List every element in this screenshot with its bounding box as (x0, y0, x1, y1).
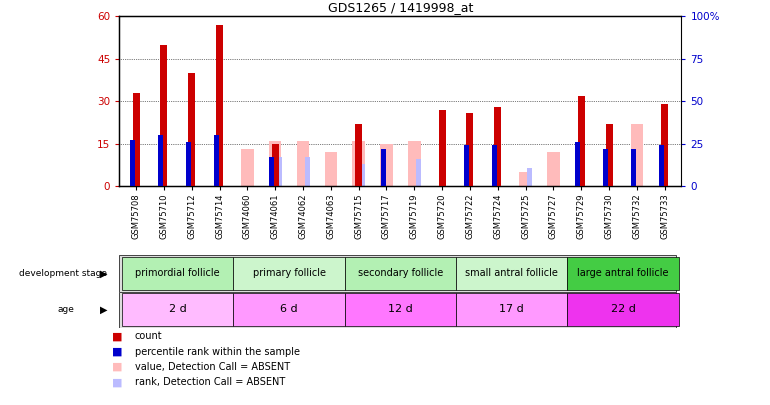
Text: value, Detection Call = ABSENT: value, Detection Call = ABSENT (135, 362, 290, 372)
Bar (355, 124, 362, 186)
Bar (408, 141, 420, 186)
Text: 6 d: 6 d (280, 304, 298, 314)
Text: ■: ■ (112, 377, 122, 387)
Bar (188, 73, 195, 186)
Title: GDS1265 / 1419998_at: GDS1265 / 1419998_at (328, 1, 473, 14)
Text: ▶: ▶ (100, 305, 108, 315)
Bar (130, 141, 136, 186)
Bar (547, 152, 560, 186)
Bar (353, 141, 365, 186)
Bar (305, 158, 310, 186)
Bar (325, 152, 337, 186)
Text: 22 d: 22 d (611, 304, 635, 314)
Bar (631, 124, 643, 186)
Bar (464, 145, 469, 186)
Bar (216, 25, 223, 186)
Bar (439, 110, 446, 186)
Text: secondary follicle: secondary follicle (358, 268, 443, 278)
Text: 2 d: 2 d (169, 304, 186, 314)
Text: ■: ■ (112, 331, 122, 341)
Bar (380, 149, 386, 186)
Bar (122, 257, 233, 290)
Bar (661, 104, 668, 186)
Bar (567, 257, 678, 290)
Bar (416, 159, 421, 186)
Bar (241, 149, 253, 186)
Bar (233, 293, 345, 326)
Bar (214, 135, 219, 186)
Text: primary follicle: primary follicle (253, 268, 326, 278)
Bar (132, 93, 139, 186)
Bar (527, 168, 532, 186)
Bar (233, 257, 345, 290)
Text: 17 d: 17 d (499, 304, 524, 314)
Bar (277, 158, 282, 186)
Text: large antral follicle: large antral follicle (578, 268, 669, 278)
Text: ▶: ▶ (100, 269, 108, 278)
Bar (186, 142, 191, 186)
Bar (296, 141, 310, 186)
Bar (578, 96, 584, 186)
Bar (575, 142, 581, 186)
Bar (492, 145, 497, 186)
Bar (272, 144, 279, 186)
Text: 12 d: 12 d (388, 304, 413, 314)
Text: rank, Detection Call = ABSENT: rank, Detection Call = ABSENT (135, 377, 285, 387)
Bar (456, 257, 567, 290)
Bar (158, 135, 163, 186)
Bar (345, 257, 456, 290)
Bar (603, 149, 608, 186)
Bar (631, 149, 636, 186)
Text: age: age (58, 305, 75, 314)
Bar (122, 293, 233, 326)
Bar (456, 293, 567, 326)
Text: count: count (135, 331, 162, 341)
Text: development stage: development stage (19, 269, 107, 278)
Bar (659, 145, 664, 186)
Bar (345, 293, 456, 326)
Text: primordial follicle: primordial follicle (136, 268, 220, 278)
Text: ■: ■ (112, 362, 122, 372)
Bar (360, 164, 365, 186)
Bar (380, 144, 393, 186)
Bar (519, 172, 532, 186)
Bar (160, 45, 167, 186)
Text: percentile rank within the sample: percentile rank within the sample (135, 347, 300, 356)
Text: ■: ■ (112, 347, 122, 356)
Bar (606, 124, 613, 186)
Bar (269, 141, 282, 186)
Bar (567, 293, 678, 326)
Bar (467, 113, 474, 186)
Text: small antral follicle: small antral follicle (465, 268, 558, 278)
Bar (270, 158, 274, 186)
Bar (494, 107, 501, 186)
